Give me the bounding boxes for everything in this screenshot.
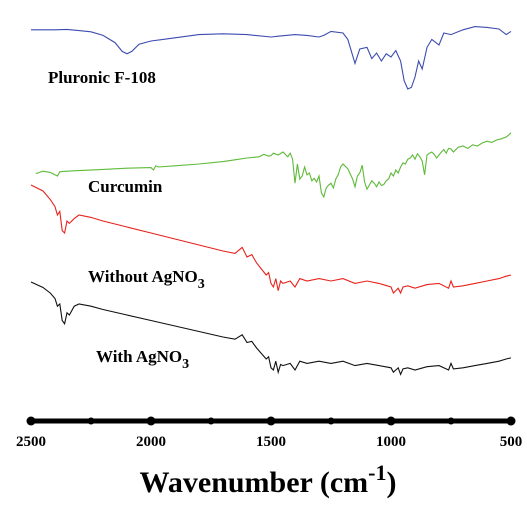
x-tick-label: 2500	[16, 434, 46, 450]
x-tick-label: 2000	[136, 434, 166, 450]
series-label-pluronic-f-108: Pluronic F-108	[48, 68, 156, 87]
series-label-curcumin: Curcumin	[88, 177, 163, 196]
x-major-tick	[506, 416, 516, 426]
x-tick-label: 1000	[376, 434, 406, 450]
x-minor-tick	[207, 417, 215, 425]
series-label-without-agno3: Without AgNO3	[88, 267, 205, 292]
x-major-tick	[26, 416, 36, 426]
x-major-tick	[146, 416, 156, 426]
x-tick-label: 1500	[256, 434, 286, 450]
x-axis: 2500 2000 1500 1000 500	[16, 416, 523, 450]
series-layer	[30, 26, 512, 376]
x-major-tick	[386, 416, 396, 426]
series-line-with-agno3	[30, 281, 512, 376]
x-minor-tick	[327, 417, 335, 425]
x-minor-tick	[87, 417, 95, 425]
x-minor-tick	[447, 417, 455, 425]
x-axis-label: Wavenumber (cm-1)	[140, 460, 397, 499]
series-line-pluronic-f-108	[31, 26, 512, 90]
series-line-curcumin	[35, 132, 512, 199]
series-labels: Pluronic F-108 Curcumin Without AgNO3 With …	[48, 68, 205, 372]
x-tick-label: 500	[500, 434, 523, 450]
series-line-without-agno3	[30, 184, 512, 295]
x-major-tick	[266, 416, 276, 426]
series-label-with-agno3: With AgNO3	[96, 347, 189, 372]
